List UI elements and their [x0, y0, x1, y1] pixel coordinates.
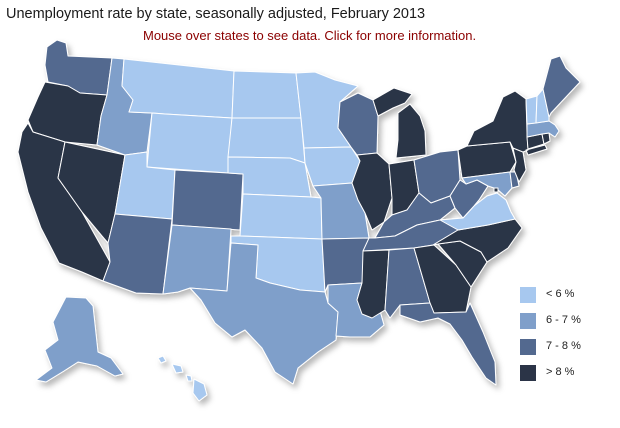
state-KS[interactable]	[239, 193, 323, 240]
state-NM[interactable]	[162, 224, 232, 295]
map-title: Unemployment rate by state, seasonally a…	[6, 6, 426, 22]
state-AZ[interactable]	[102, 213, 173, 295]
state-IL[interactable]	[351, 152, 393, 231]
legend-swatch	[520, 313, 536, 329]
state-ND[interactable]	[231, 70, 302, 119]
legend-label: 6 - 7 %	[546, 314, 581, 326]
state-RI[interactable]	[541, 132, 551, 145]
map-instructions: Mouse over states to see data. Click for…	[143, 28, 477, 43]
state-MI[interactable]	[372, 87, 427, 159]
state-DC[interactable]	[493, 187, 499, 193]
state-AK[interactable]	[35, 296, 124, 383]
state-VT[interactable]	[525, 95, 538, 125]
legend-label: < 6 %	[546, 288, 575, 300]
legend-swatch	[520, 287, 536, 303]
state-FL[interactable]	[399, 302, 497, 386]
state-ME[interactable]	[542, 55, 581, 118]
state-WY[interactable]	[146, 112, 233, 174]
legend-label: > 8 %	[546, 366, 575, 378]
state-WV[interactable]	[449, 179, 489, 219]
state-MA[interactable]	[526, 120, 560, 138]
legend-label: 7 - 8 %	[546, 340, 581, 352]
state-NH[interactable]	[535, 88, 550, 124]
state-MT[interactable]	[121, 58, 235, 119]
state-TX[interactable]	[189, 242, 339, 385]
state-HI[interactable]	[157, 355, 208, 402]
state-CO[interactable]	[171, 169, 244, 231]
legend-swatch	[520, 339, 536, 355]
legend-swatch	[520, 365, 536, 381]
state-SD[interactable]	[227, 117, 306, 164]
state-IA[interactable]	[303, 146, 361, 187]
